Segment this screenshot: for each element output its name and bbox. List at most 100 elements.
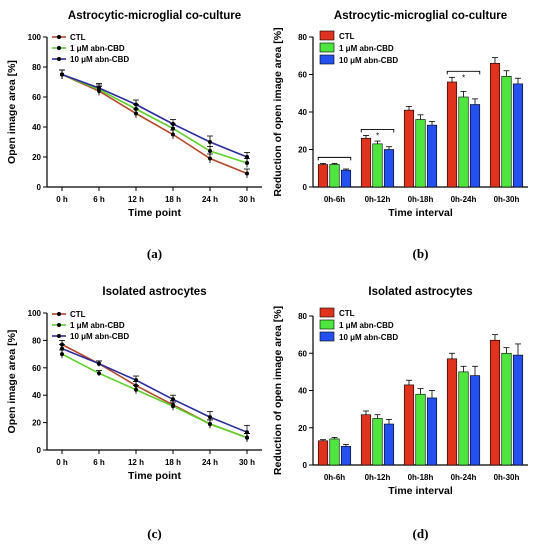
y-tick-label: 100 <box>28 33 42 42</box>
bar <box>446 358 458 466</box>
series-line-1 <box>61 343 248 439</box>
bar <box>446 81 458 188</box>
y-axis-label: Open image area [%] <box>6 330 18 434</box>
bar <box>372 418 383 466</box>
x-tick-label: 0h-30h <box>494 195 520 204</box>
bar <box>501 76 512 188</box>
data-point <box>171 122 175 126</box>
bar <box>383 149 395 188</box>
y-tick-label: 100 <box>28 309 42 318</box>
x-tick-label: 6 h <box>93 458 105 467</box>
y-tick-label: 0 <box>303 461 308 470</box>
y-tick-label: 40 <box>32 123 41 132</box>
x-tick-label: 0 h <box>56 195 68 204</box>
data-point <box>97 371 101 376</box>
y-axis-label: Open image area [%] <box>6 60 18 164</box>
data-point <box>245 430 249 435</box>
y-tick-label: 0 <box>37 183 42 192</box>
y-tick-label: 80 <box>32 336 41 345</box>
data-point <box>60 346 64 351</box>
x-tick-label: 0h-30h <box>494 473 520 482</box>
bar <box>415 119 426 188</box>
legend-marker <box>57 323 61 327</box>
x-tick-label: 12 h <box>128 195 144 204</box>
y-tick-label: 60 <box>32 364 41 373</box>
x-axis-label: Time point <box>128 207 181 219</box>
panel-label: (c) <box>147 526 161 541</box>
data-point <box>208 156 212 161</box>
bar <box>512 354 524 466</box>
bar <box>426 124 438 188</box>
x-tick-label: 6 h <box>93 195 105 204</box>
bar <box>340 446 352 466</box>
legend-marker <box>57 334 61 338</box>
bar <box>403 109 415 188</box>
legend-swatch <box>319 54 335 65</box>
series-line-3 <box>61 347 248 433</box>
data-point <box>171 397 175 402</box>
y-tick-label: 0 <box>37 446 42 455</box>
bar <box>329 438 340 466</box>
x-tick-label: 30 h <box>239 195 255 204</box>
bar <box>458 371 469 466</box>
legend-swatch <box>319 30 335 41</box>
chart-panel-3: Isolated astrocytes 0 20 40 60 80 100 Open imag… <box>6 286 262 541</box>
y-tick-label: 20 <box>298 424 307 433</box>
legend-label: 1 μM abn-CBD <box>339 321 394 330</box>
y-tick-label: 20 <box>32 153 41 162</box>
legend-label: 1 μM abn-CBD <box>70 44 125 53</box>
significance-label: * <box>462 73 465 82</box>
data-point <box>208 149 212 153</box>
bar <box>469 375 481 466</box>
legend-swatch <box>319 307 335 318</box>
legend-marker <box>57 57 61 61</box>
y-tick-label: 80 <box>298 312 307 321</box>
y-tick-label: 40 <box>298 108 307 117</box>
bar <box>360 414 372 466</box>
data-point <box>134 102 138 107</box>
chart-title: Isolated astrocytes <box>368 286 472 298</box>
series-line-3 <box>61 73 248 158</box>
y-axis-label: Reduction of open image area [%] <box>272 306 284 475</box>
bar <box>372 143 383 188</box>
bar <box>415 393 426 466</box>
x-tick-label: 0h-18h <box>408 195 434 204</box>
legend-label: CTL <box>339 309 355 318</box>
bar <box>317 164 329 188</box>
legend-label: 10 μM abn-CBD <box>339 56 398 65</box>
y-tick-label: 60 <box>32 93 41 102</box>
x-tick-label: 24 h <box>202 195 218 204</box>
x-tick-label: 12 h <box>128 458 144 467</box>
bar <box>426 397 438 466</box>
x-tick-label: 0h-12h <box>365 473 391 482</box>
bar <box>469 104 481 188</box>
x-tick-label: 18 h <box>165 195 181 204</box>
legend-label: CTL <box>70 310 86 319</box>
x-tick-label: 18 h <box>165 458 181 467</box>
data-point <box>245 161 249 165</box>
legend-label: 10 μM abn-CBD <box>70 332 129 341</box>
x-axis-label: Time interval <box>388 485 453 497</box>
data-point <box>97 361 101 366</box>
series-line-2 <box>61 353 248 439</box>
chart-panel-1: Astrocytic-microglial co-culture 0 20 40 60 8… <box>6 10 262 261</box>
data-point <box>208 415 212 420</box>
legend-label: CTL <box>339 32 355 41</box>
bar <box>512 83 524 188</box>
legend-swatch <box>319 319 335 330</box>
legend-label: 1 μM abn-CBD <box>70 321 125 330</box>
x-axis-label: Time point <box>128 470 181 482</box>
data-point <box>171 404 175 409</box>
y-tick-label: 20 <box>298 146 307 155</box>
data-point <box>208 421 212 426</box>
bar <box>403 384 415 466</box>
legend-label: 1 μM abn-CBD <box>339 44 394 53</box>
chart-panel-2: Astrocytic-microglial co-culture 0 20 40 60 8… <box>272 10 528 261</box>
legend-marker <box>57 46 61 50</box>
y-tick-label: 60 <box>298 349 307 358</box>
legend-marker <box>57 35 61 39</box>
bar <box>360 137 372 188</box>
x-tick-label: 0h-18h <box>408 473 434 482</box>
x-tick-label: 0h-24h <box>451 473 477 482</box>
